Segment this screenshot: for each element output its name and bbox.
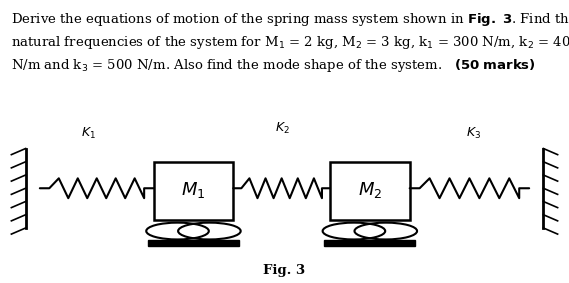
Text: $M_1$: $M_1$	[182, 180, 205, 200]
Text: Derive the equations of motion of the spring mass system shown in $\bf{Fig.\ 3}$: Derive the equations of motion of the sp…	[11, 11, 569, 74]
Text: $K_1$: $K_1$	[81, 126, 96, 141]
Text: $K_2$: $K_2$	[275, 121, 290, 136]
Bar	[330, 162, 410, 220]
Bar	[324, 240, 415, 246]
Bar	[154, 162, 233, 220]
Text: $K_3$: $K_3$	[466, 126, 481, 141]
Bar	[148, 240, 239, 246]
Text: Fig. 3: Fig. 3	[263, 264, 306, 277]
Text: $M_2$: $M_2$	[358, 180, 382, 200]
